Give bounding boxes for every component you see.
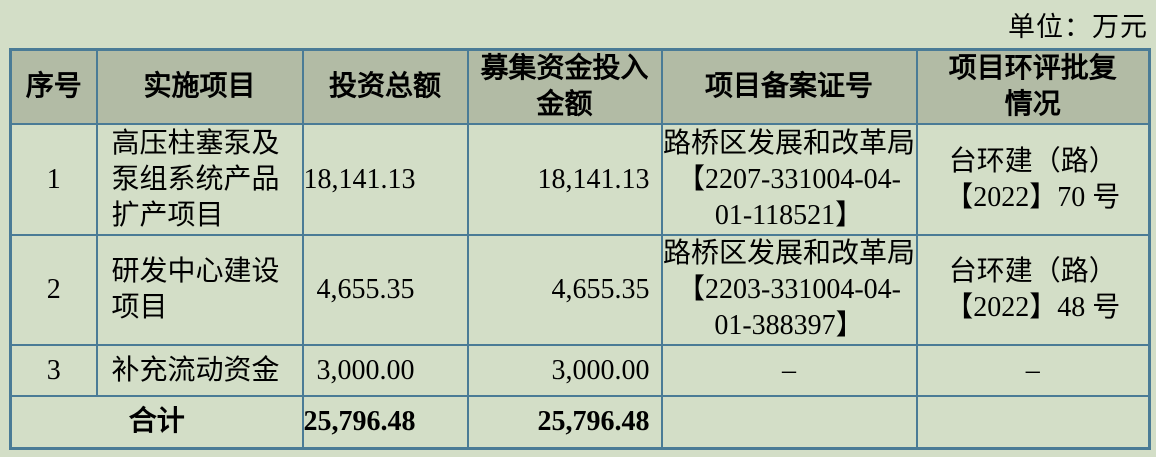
table-header-row: 序号 实施项目 投资总额 募集资金投入 金额 项目备案证号 项目环评批复 情况 xyxy=(9,48,1151,125)
cell-project: 研发中心建设 项目 xyxy=(95,234,304,346)
cell-project: 补充流动资金 xyxy=(95,344,304,397)
cell-raised-funds: 25,796.48 xyxy=(466,395,663,449)
header-project: 实施项目 xyxy=(95,48,304,125)
cell-eia-status: 台环建（路） 【2022】48 号 xyxy=(915,234,1151,346)
cell-record-no: – xyxy=(660,344,918,397)
cell-record-no xyxy=(660,395,918,449)
cell-total-label: 合计 xyxy=(9,395,304,449)
cell-serial: 3 xyxy=(9,344,98,397)
cell-serial: 1 xyxy=(9,123,98,236)
header-eia-status: 项目环评批复 情况 xyxy=(915,48,1151,125)
cell-total-investment: 18,141.13 xyxy=(301,123,469,236)
header-raised-funds: 募集资金投入 金额 xyxy=(466,48,663,125)
header-serial: 序号 xyxy=(9,48,98,125)
header-record-no: 项目备案证号 xyxy=(660,48,918,125)
cell-raised-funds: 3,000.00 xyxy=(466,344,663,397)
cell-total-investment: 25,796.48 xyxy=(301,395,469,449)
table-total-row: 合计 25,796.48 25,796.48 xyxy=(9,395,1151,449)
cell-eia-status: – xyxy=(915,344,1151,397)
cell-record-no: 路桥区发展和改革局 【2203-331004-04- 01-388397】 xyxy=(660,234,918,346)
cell-record-no: 路桥区发展和改革局 【2207-331004-04- 01-118521】 xyxy=(660,123,918,236)
cell-eia-status: 台环建（路） 【2022】70 号 xyxy=(915,123,1151,236)
cell-eia-status xyxy=(915,395,1151,449)
cell-serial: 2 xyxy=(9,234,98,346)
projects-table: 序号 实施项目 投资总额 募集资金投入 金额 项目备案证号 项目环评批复 情况 … xyxy=(9,48,1151,450)
cell-total-investment: 4,655.35 xyxy=(301,234,469,346)
table-row: 2 研发中心建设 项目 4,655.35 4,655.35 路桥区发展和改革局 … xyxy=(9,234,1151,346)
table-row: 3 补充流动资金 3,000.00 3,000.00 – – xyxy=(9,344,1151,397)
header-total-investment: 投资总额 xyxy=(301,48,469,125)
table-row: 1 高压柱塞泵及 泵组系统产品 扩产项目 18,141.13 18,141.13… xyxy=(9,123,1151,236)
cell-total-investment: 3,000.00 xyxy=(301,344,469,397)
unit-label: 单位：万元 xyxy=(1008,12,1148,42)
cell-project: 高压柱塞泵及 泵组系统产品 扩产项目 xyxy=(95,123,304,236)
cell-raised-funds: 18,141.13 xyxy=(466,123,663,236)
cell-raised-funds: 4,655.35 xyxy=(466,234,663,346)
